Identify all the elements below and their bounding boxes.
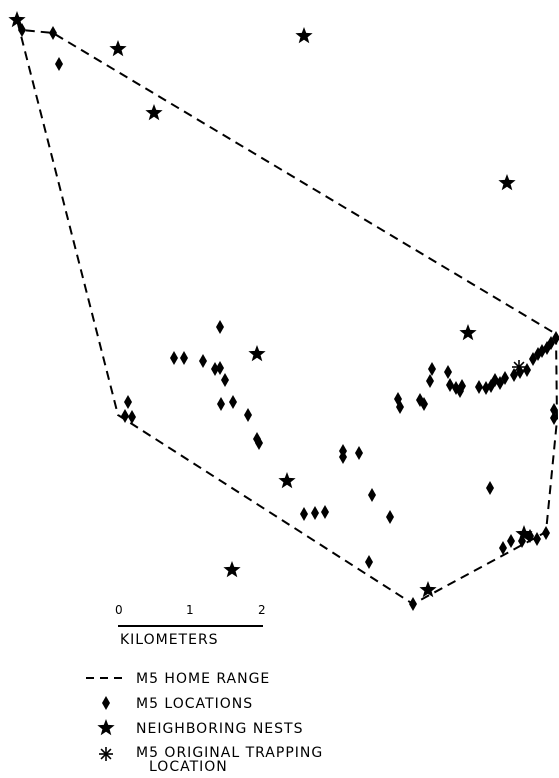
location-diamond-icon (510, 368, 518, 382)
location-diamond-icon (501, 371, 509, 385)
legend: M5 HOME RANGE M5 LOCATIONS NEIGHBORING N… (86, 671, 323, 775)
nest-star-icon (8, 11, 26, 28)
location-diamond-icon (311, 506, 319, 520)
location-diamond-icon (321, 505, 329, 519)
location-diamond-icon (217, 397, 225, 411)
nest-star-icon (295, 27, 313, 44)
location-diamond-icon (444, 365, 452, 379)
location-diamond-icon (124, 395, 132, 409)
location-diamond-icon (355, 446, 363, 460)
nest-star-icon (515, 525, 533, 542)
location-diamond-icon (458, 379, 466, 393)
location-diamond-icon (229, 395, 237, 409)
location-diamond-icon (128, 410, 136, 424)
location-diamond-icon (542, 526, 550, 540)
location-diamond-icon (199, 354, 207, 368)
nest-star-icon (145, 104, 163, 121)
location-diamond-icon (420, 397, 428, 411)
nest-star-icon (278, 472, 296, 489)
location-diamond-icon (255, 436, 263, 450)
location-diamond-icon (121, 409, 129, 423)
location-diamond-icon (170, 351, 178, 365)
legend-diamond-icon (102, 696, 110, 710)
location-diamond-icon (180, 351, 188, 365)
location-diamond-icon (550, 403, 558, 417)
legend-trapping-label-line2: LOCATION (149, 759, 228, 775)
legend-star-icon (97, 719, 115, 736)
legend-locations-label: M5 LOCATIONS (136, 696, 253, 712)
location-diamond-icon (426, 374, 434, 388)
legend-trapping-label: M5 ORIGINAL TRAPPING (136, 745, 323, 761)
scale-bar: 0 1 2 KILOMETERS (115, 603, 266, 648)
location-diamond-icon (507, 534, 515, 548)
nest-star-icon (498, 174, 516, 191)
location-diamond-icon (396, 400, 404, 414)
location-diamond-icon (499, 541, 507, 555)
legend-home-range-label: M5 HOME RANGE (136, 671, 270, 687)
nest-star-icon (223, 561, 241, 578)
location-diamond-icon (221, 373, 229, 387)
location-diamond-icon (300, 507, 308, 521)
location-diamond-icon (18, 23, 26, 37)
location-diamond-icon (339, 450, 347, 464)
location-diamond-icon (475, 380, 483, 394)
legend-asterisk-icon (99, 747, 113, 761)
location-diamond-icon (365, 555, 373, 569)
location-diamond-icon (368, 488, 376, 502)
location-diamond-icon (550, 411, 558, 425)
nest-star-icon (109, 40, 127, 57)
location-diamond-icon (428, 362, 436, 376)
scale-tick-2: 2 (258, 603, 266, 617)
location-diamond-icon (49, 26, 57, 40)
location-diamond-icon (523, 363, 531, 377)
location-diamond-icon (409, 597, 417, 611)
location-diamond-icon (533, 532, 541, 546)
location-diamond-icon (552, 331, 559, 345)
nest-star-icon (248, 345, 266, 362)
nest-star-icon (459, 324, 477, 341)
location-diamond-icon (216, 361, 224, 375)
scale-tick-1: 1 (186, 603, 194, 617)
location-diamond-icon (216, 320, 224, 334)
home-range-boundary (16, 19, 559, 606)
legend-nests-label: NEIGHBORING NESTS (136, 721, 303, 737)
scale-tick-0: 0 (115, 603, 123, 617)
trapping-location-asterisk-icon (512, 360, 526, 374)
location-diamond-icon (486, 481, 494, 495)
scale-unit-label: KILOMETERS (120, 632, 219, 648)
location-diamond-icon (211, 362, 219, 376)
location-diamond-icon (55, 57, 63, 71)
location-diamond-icon (386, 510, 394, 524)
nest-star-icon (419, 581, 437, 598)
location-diamond-icon (446, 378, 454, 392)
location-diamond-icon (244, 408, 252, 422)
